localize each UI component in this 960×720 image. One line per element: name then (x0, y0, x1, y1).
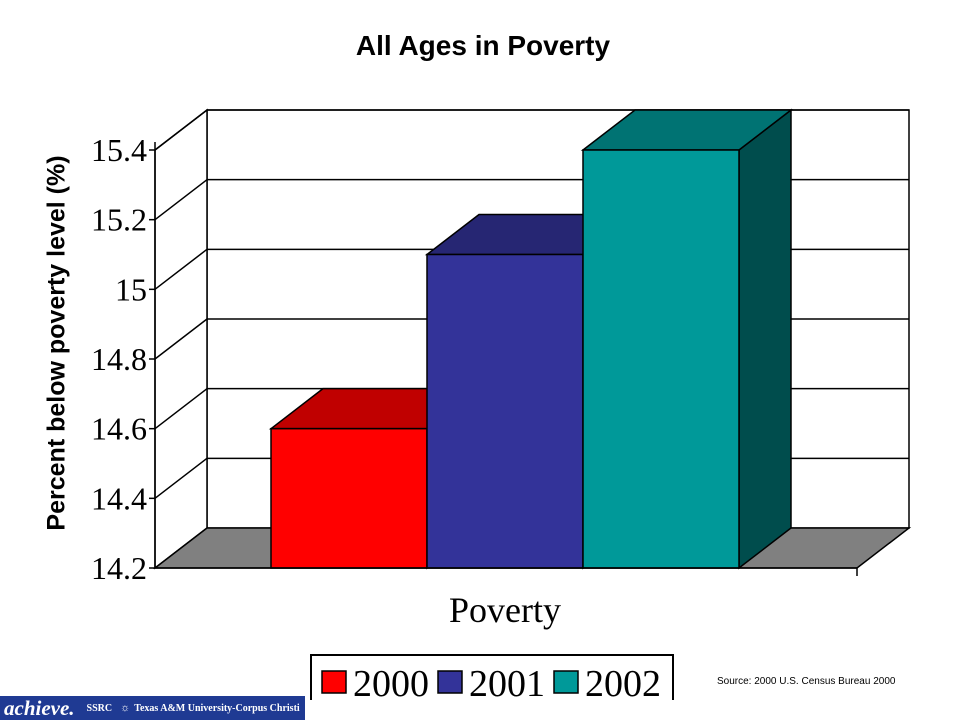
bar-front (426, 253, 584, 569)
y-axis-label: Percent below poverty level (%) (42, 155, 71, 531)
x-category-label: Poverty (449, 590, 561, 630)
y-tick-label: 15.4 (91, 132, 147, 168)
chart-title: All Ages in Poverty (355, 30, 611, 61)
footer-banner: achieve. SSRC ☼ Texas A&M University-Cor… (0, 696, 305, 720)
legend-box (310, 654, 674, 700)
bar-2002 (580, 108, 794, 570)
y-tick-label: 14.8 (91, 341, 147, 377)
y-tick-label: 14.4 (91, 480, 147, 516)
y-tick-label: 15 (115, 271, 147, 307)
achieve-logo: achieve. (4, 696, 75, 720)
gridline-side (154, 457, 208, 499)
legend-swatch-2002 (553, 670, 579, 694)
legend-label-2001: 2001 (469, 663, 545, 700)
y-tick-label: 14.2 (91, 550, 147, 586)
y-axis-ticks: 14.2 14.4 14.6 14.8 15 15.2 15.4 (91, 132, 858, 586)
gridline-side (154, 179, 208, 221)
legend-label-2002: 2002 (585, 663, 661, 700)
legend-swatch-2000 (321, 670, 347, 694)
ssrc-label: SSRC (86, 702, 113, 714)
source-note: Source: 2000 U.S. Census Bureau 2000 (717, 676, 896, 687)
gridline-side (154, 248, 208, 290)
gridline-side (154, 388, 208, 430)
bar-front (270, 427, 428, 569)
legend: 2000 2001 2002 (310, 654, 674, 700)
gridline-side (154, 318, 208, 360)
y-tick-label: 15.2 (91, 202, 147, 238)
y-tick-label: 14.6 (91, 411, 147, 447)
university-seal-icon: ☼ (120, 702, 131, 714)
x-axis-categories: Poverty (449, 590, 561, 630)
legend-label-2000: 2000 (353, 663, 429, 700)
bar-side (738, 108, 792, 570)
bar-front (582, 149, 740, 569)
university-name: Texas A&M University-Corpus Christi (134, 702, 300, 714)
legend-swatch-2001 (437, 670, 463, 694)
gridline-side (154, 109, 208, 151)
chart-bars (268, 108, 794, 570)
